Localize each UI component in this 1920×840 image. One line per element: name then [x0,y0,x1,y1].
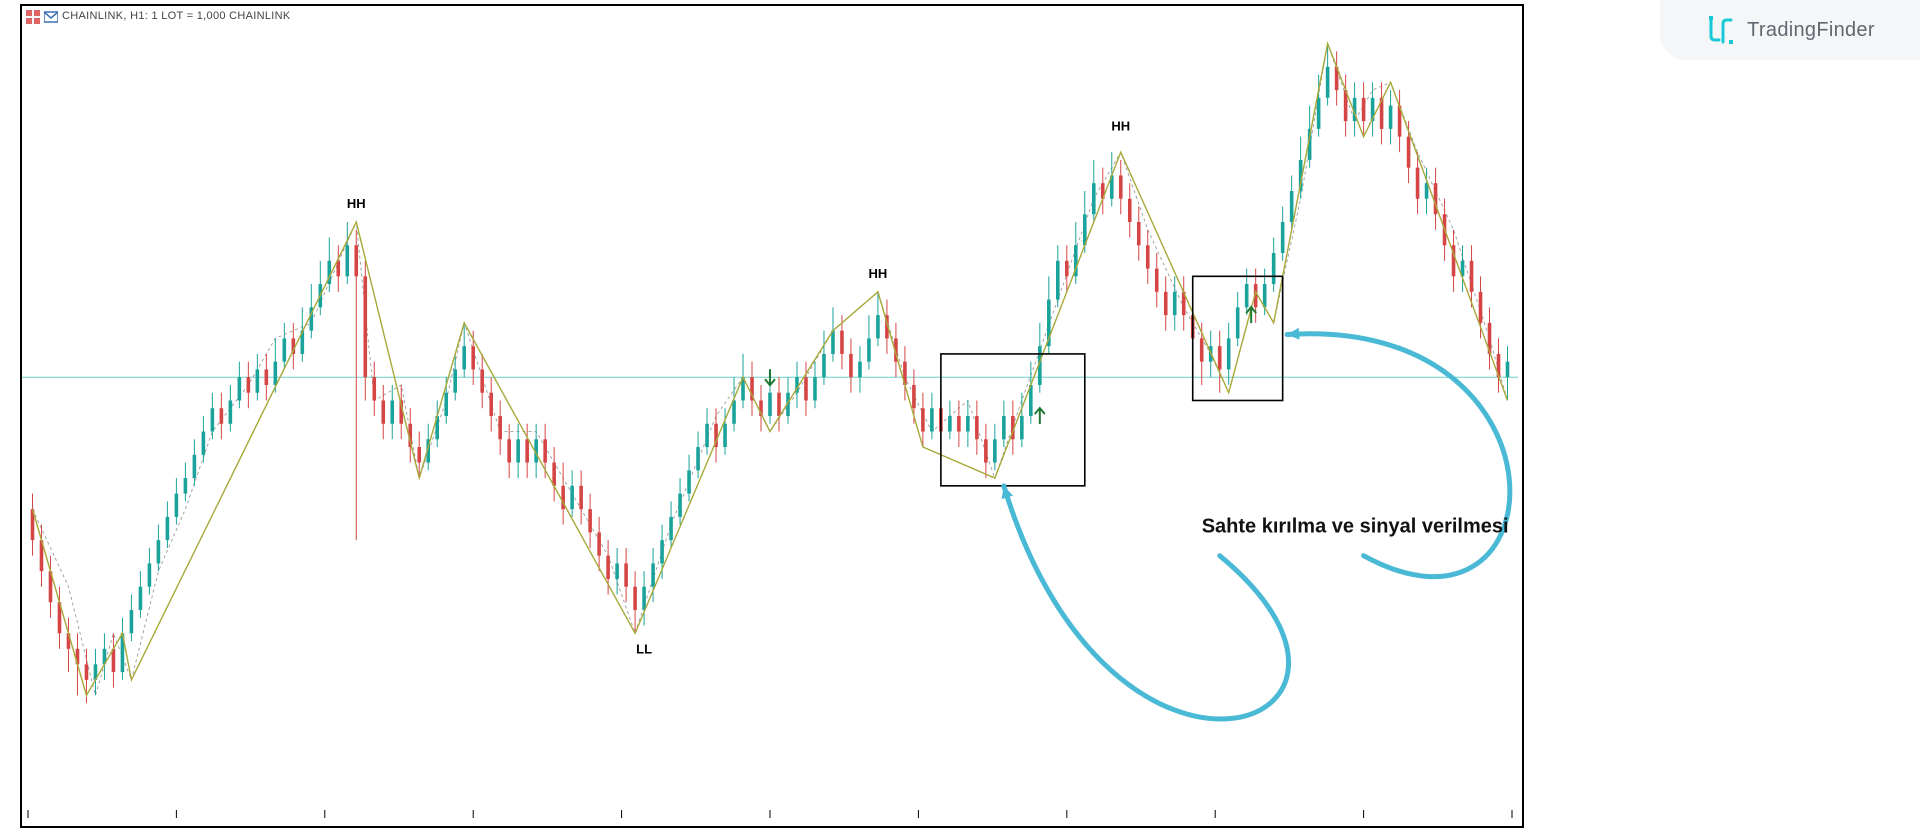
swing-label: HH [347,196,366,211]
swing-label: LL [636,641,652,656]
watermark: TradingFinder [1660,0,1920,60]
watermark-text: TradingFinder [1747,19,1875,42]
annotation-text: Sahte kırılma ve sinyal verilmesi [1202,515,1509,537]
candlestick-chart: HH LL HH HH Sahte kırılma ve sinyal verilmes… [22,6,1518,822]
callout-arrowhead-icon [1287,328,1299,340]
callout-curve [1287,334,1510,577]
swing-label: HH [1111,118,1130,133]
arrow-up-icon [1035,408,1045,424]
swing-label: HH [869,266,888,281]
tradingfinder-logo-icon [1705,14,1737,46]
